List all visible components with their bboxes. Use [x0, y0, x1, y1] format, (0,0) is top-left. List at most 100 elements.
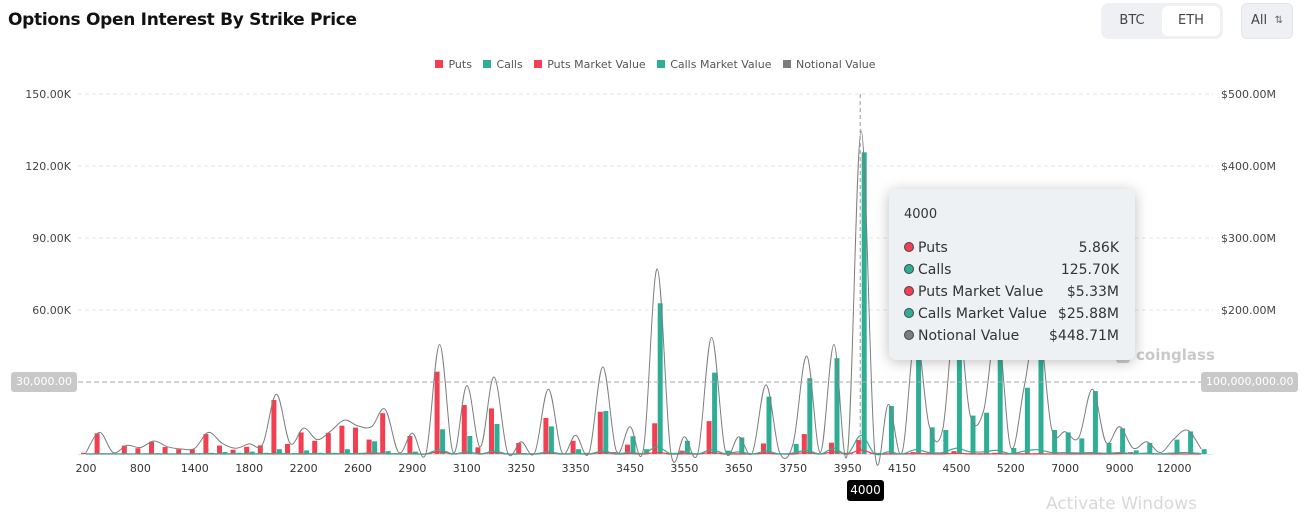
tooltip-label: Puts [918, 240, 948, 256]
y-left-tick-label: 90.00K [32, 232, 71, 245]
tooltip-row-notional-value: Notional Value $448.71M [904, 325, 1119, 347]
x-tick-label: 2900 [398, 462, 426, 475]
calls-bar-4800 [984, 413, 989, 454]
puts-bar-3000 [435, 372, 440, 454]
chart-tooltip: 4000 Puts 5.86K Calls 125.70K Puts Market … [889, 189, 1135, 360]
puts-bar-1200 [176, 449, 181, 454]
puts-bar-1600 [217, 446, 222, 454]
puts-bar-2200 [299, 432, 304, 454]
x-tick-label: 800 [130, 462, 151, 475]
crosshair-x-value: 4000 [847, 480, 884, 501]
y-left-tick-label: 120.00K [25, 160, 71, 173]
puts-bar-2750 [380, 413, 385, 454]
x-tick-label: 3250 [507, 462, 535, 475]
puts-bar-2700 [367, 440, 372, 454]
calls-bar-3800 [807, 378, 812, 454]
calls-bar-5500 [1025, 388, 1030, 454]
x-tick-label: 9000 [1106, 462, 1134, 475]
tooltip-label: Notional Value [918, 328, 1019, 344]
puts-bar-3500 [652, 423, 657, 454]
x-tick-label: 12000 [1157, 462, 1192, 475]
y-left-tick-label: 150.00K [25, 88, 71, 101]
tooltip-label: Calls Market Value [918, 306, 1047, 322]
tooltip-row-puts-market-value: Puts Market Value $5.33M [904, 281, 1119, 303]
x-tick-label: 3750 [779, 462, 807, 475]
x-tick-label: 3100 [453, 462, 481, 475]
calls-bar-15000 [1202, 449, 1207, 454]
y-right-tick-label: $200.00M [1221, 304, 1276, 317]
puts-bar-3700 [761, 443, 766, 454]
puts-bar-2500 [339, 426, 344, 454]
x-tick-label: 2200 [290, 462, 318, 475]
tooltip-title: 4000 [904, 207, 937, 222]
calls-bar-4600 [971, 416, 976, 454]
calls-bar-3900 [835, 358, 840, 454]
x-tick-label: 4150 [888, 462, 916, 475]
puts-bar-2600 [353, 428, 358, 454]
puts-bar-1800 [244, 447, 249, 454]
x-tick-label: 3350 [562, 462, 590, 475]
x-tick-label: 3650 [725, 462, 753, 475]
x-tick-label: 3950 [834, 462, 862, 475]
x-tick-label: 1400 [181, 462, 209, 475]
y-right-tick-label: $500.00M [1221, 88, 1276, 101]
y-left-tick-label: 60.00K [32, 304, 71, 317]
calls-bar-3100 [467, 436, 472, 454]
x-tick-label: 1800 [235, 462, 263, 475]
puts-bar-2100 [285, 444, 290, 454]
tooltip-label: Calls [918, 262, 951, 278]
puts-bar-3250 [516, 443, 521, 454]
crosshair-left-value: 30,000.00 [11, 372, 77, 392]
calls-bar-3500 [658, 303, 663, 454]
y-right-tick-label: $400.00M [1221, 160, 1276, 173]
calls-bar-3600 [712, 373, 717, 454]
dot-icon [904, 264, 914, 274]
puts-bar-2300 [312, 441, 317, 454]
puts-bar-200 [81, 453, 86, 454]
tooltip-row-calls: Calls 125.70K [904, 259, 1119, 281]
tooltip-value: 5.86K [1079, 237, 1119, 259]
x-tick-label: 200 [76, 462, 97, 475]
tooltip-label: Puts Market Value [918, 284, 1043, 300]
calls-bar-8500 [1107, 443, 1112, 454]
x-tick-label: 3550 [670, 462, 698, 475]
tooltip-row-calls-market-value: Calls Market Value $25.88M [904, 303, 1119, 325]
puts-bar-1000 [163, 447, 168, 454]
x-tick-label: 2600 [344, 462, 372, 475]
calls-bar-7500 [1079, 438, 1084, 454]
calls-bar-12000 [1175, 440, 1180, 454]
dot-icon [904, 308, 914, 318]
puts-bar-3600 [707, 421, 712, 454]
calls-bar-3700 [767, 397, 772, 454]
x-tick-label: 4500 [942, 462, 970, 475]
puts-bar-3350 [571, 441, 576, 454]
x-tick-label: 3450 [616, 462, 644, 475]
calls-bar-3400 [603, 411, 608, 454]
calls-bar-3200 [495, 424, 500, 454]
tooltip-row-puts: Puts 5.86K [904, 237, 1119, 259]
dot-icon [904, 286, 914, 296]
puts-bar-3300 [543, 418, 548, 454]
watermark-text: coinglass [1136, 346, 1215, 364]
x-tick-label: 5200 [997, 462, 1025, 475]
crosshair-right-value: 100,000,000.00 [1201, 372, 1298, 392]
tooltip-value: 125.70K [1061, 259, 1119, 281]
puts-bar-2400 [326, 433, 331, 454]
tooltip-value: $5.33M [1067, 281, 1119, 303]
y-right-tick-label: $300.00M [1221, 232, 1276, 245]
tooltip-value: $448.71M [1049, 325, 1119, 347]
dot-icon [904, 330, 914, 340]
puts-bar-1500 [203, 434, 208, 454]
puts-bar-3100 [462, 405, 467, 454]
calls-bar-3300 [549, 426, 554, 454]
os-activation-watermark: Activate Windows [1046, 494, 1197, 514]
x-tick-label: 7000 [1051, 462, 1079, 475]
puts-bar-800 [135, 448, 140, 454]
puts-bar-3200 [489, 408, 494, 454]
puts-bar-3400 [598, 412, 603, 454]
puts-bar-2000 [271, 400, 276, 454]
dot-icon [904, 242, 914, 252]
calls-bar-8000 [1093, 391, 1098, 454]
puts-bar-900 [149, 442, 154, 454]
tooltip-value: $25.88M [1058, 303, 1119, 325]
